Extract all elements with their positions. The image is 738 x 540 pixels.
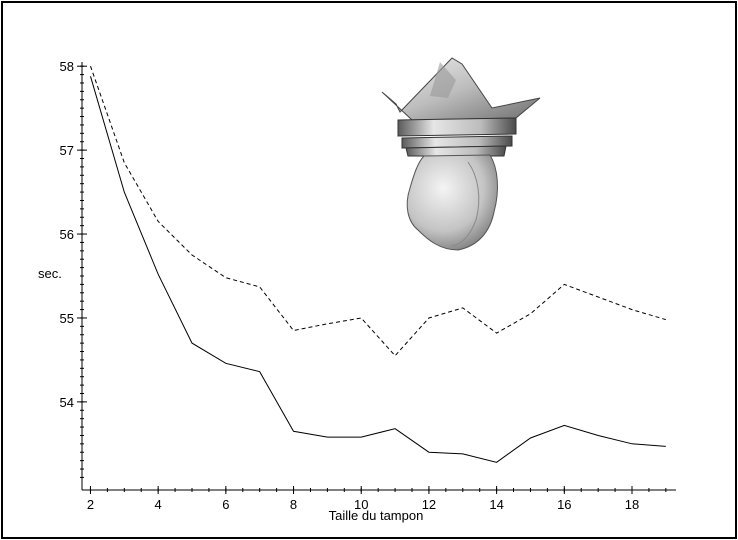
mesh-body-crease: [451, 161, 480, 247]
x-tick-label: 16: [557, 497, 571, 512]
series-line-dashed: [90, 66, 666, 357]
x-tick-label: 18: [625, 497, 639, 512]
mesh-body: [406, 154, 498, 251]
y-ticks: 54 55 56 57 58: [60, 59, 87, 410]
mesh-cap-shade: [430, 62, 456, 98]
y-tick-label: 58: [60, 59, 74, 74]
x-tick-label: 4: [155, 497, 162, 512]
y-axis-label: sec.: [38, 266, 62, 281]
y-tick-label: 57: [60, 143, 74, 158]
mesh-ring-lower: [405, 145, 507, 157]
y-tick-label: 54: [60, 395, 74, 410]
x-tick-label: 6: [222, 497, 229, 512]
x-tick-label: 10: [354, 497, 368, 512]
x-tick-label: 2: [87, 497, 94, 512]
series-group: [90, 66, 666, 463]
y-tick-label: 56: [60, 227, 74, 242]
y-tick-label: 55: [60, 311, 74, 326]
mesh-ring-middle: [401, 135, 513, 149]
series-line-solid: [90, 76, 666, 463]
x-ticks: 2 4 6 8 10 12 14 16 18: [87, 486, 639, 512]
x-tick-label: 14: [489, 497, 503, 512]
mesh-ring-upper: [397, 117, 517, 137]
x-tick-label: 8: [290, 497, 297, 512]
3d-mesh-illustration: [381, 57, 541, 251]
x-tick-label: 12: [422, 497, 436, 512]
x-axis-label: Taille du tampon: [329, 508, 424, 523]
